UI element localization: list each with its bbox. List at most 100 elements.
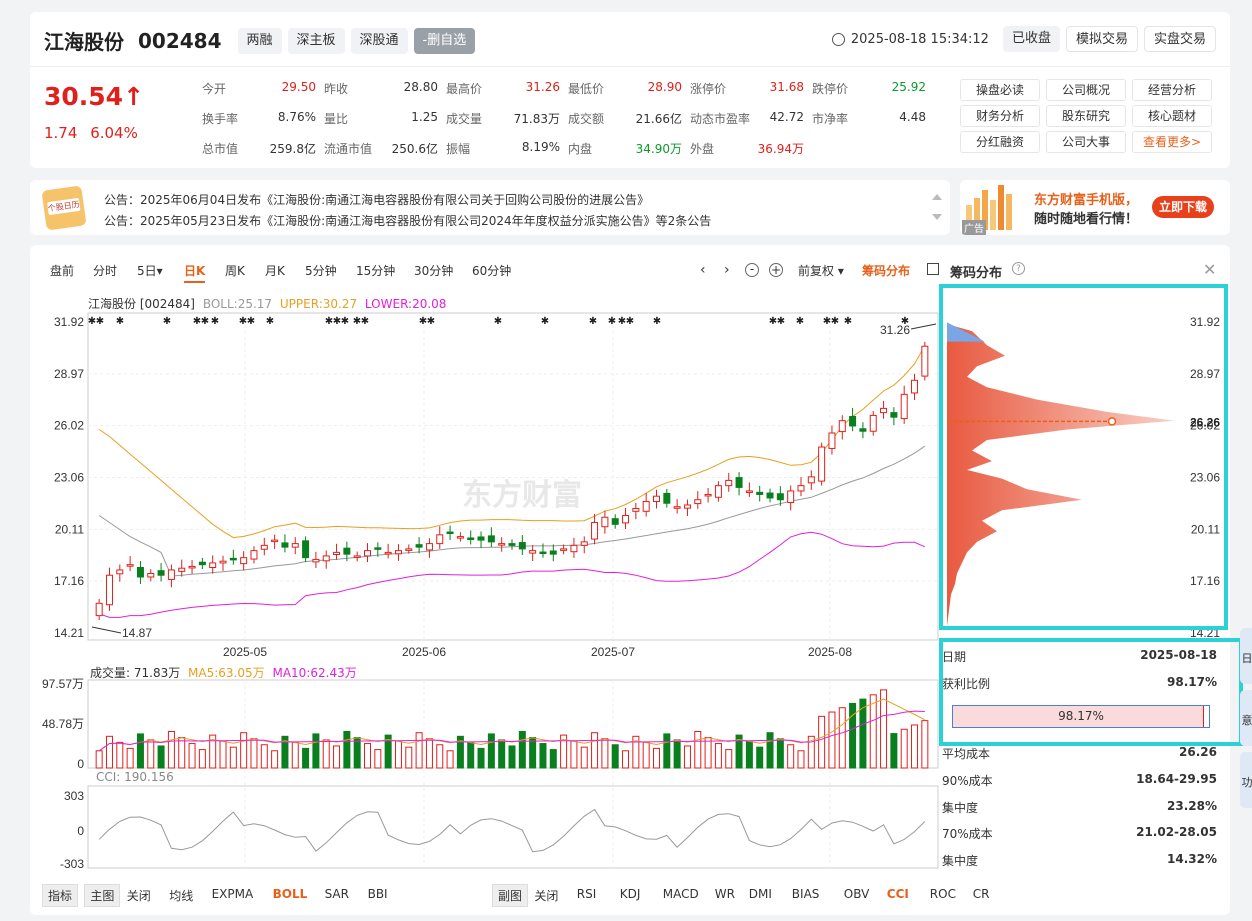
- notice-item-2[interactable]: 公告：2025年05月23日发布《江海股份:南通江海电容器股份有限公司2024年…: [104, 214, 712, 228]
- sub-ind-5[interactable]: WR: [714, 887, 735, 901]
- sub-ind-6[interactable]: DMI: [748, 887, 772, 901]
- sub-ind-7[interactable]: BIAS: [791, 887, 820, 901]
- tag-margin[interactable]: 两融: [237, 27, 282, 54]
- chip-stat-value: 18.64-29.95: [1136, 772, 1217, 786]
- notice-scroll-up-icon[interactable]: [932, 194, 942, 200]
- notice-item-1[interactable]: 公告：2025年06月04日发布《江海股份:南通江海电容器股份有限公司关于回购公…: [104, 193, 650, 207]
- main-ind-4[interactable]: EXPMA: [211, 887, 254, 901]
- ad-download-button[interactable]: 立即下载: [1152, 196, 1215, 218]
- right-edge-tab-2[interactable]: 意: [1240, 690, 1252, 746]
- quote-stat-value: 34.90万: [635, 142, 682, 156]
- sub-ind-3[interactable]: KDJ: [619, 887, 641, 901]
- last-price: 30.54↑: [44, 82, 145, 111]
- notice-scroll-down-icon[interactable]: [932, 214, 942, 220]
- func-company-events[interactable]: 公司大事: [1046, 131, 1126, 153]
- quote-stat-label: 外盘: [690, 142, 715, 156]
- chart-tab-2[interactable]: 5日▾: [137, 264, 163, 278]
- func-trade-guide[interactable]: 操盘必读: [960, 79, 1040, 101]
- quote-stat-label: 换手率: [202, 112, 239, 126]
- chart-tab-8[interactable]: 30分钟: [414, 264, 454, 278]
- right-edge-tab-3[interactable]: 功: [1240, 752, 1252, 808]
- chart-tab-1[interactable]: 分时: [93, 264, 118, 278]
- main-ind-5[interactable]: BOLL: [272, 887, 308, 901]
- func-finance-analysis[interactable]: 财务分析: [960, 105, 1040, 127]
- sub-ind-11[interactable]: CR: [972, 887, 990, 901]
- chart-tab-6[interactable]: 5分钟: [305, 264, 337, 278]
- quote-stat-value: 28.80: [403, 80, 438, 94]
- chart-tab-5[interactable]: 月K: [265, 264, 285, 278]
- func-shareholder-research[interactable]: 股东研究: [1046, 105, 1126, 127]
- func-company-profile[interactable]: 公司概况: [1046, 79, 1126, 101]
- sub-ind-8[interactable]: OBV: [843, 887, 870, 901]
- tag-connect[interactable]: 深股通: [350, 27, 408, 54]
- func-business-analysis[interactable]: 经营分析: [1132, 79, 1212, 101]
- sub-ind-0[interactable]: 副图: [492, 884, 529, 907]
- chip-stat-label: 集中度: [942, 854, 979, 868]
- zoom-in-icon[interactable]: +: [769, 263, 783, 277]
- chart-tab-4[interactable]: 周K: [225, 264, 245, 278]
- quote-datetime: 2025-08-18 15:34:12: [850, 31, 989, 47]
- func-see-more[interactable]: 查看更多>: [1132, 131, 1212, 153]
- fullscreen-icon[interactable]: [927, 263, 939, 275]
- chip-distribution-toggle[interactable]: 筹码分布: [862, 264, 911, 278]
- chip-stat-label: 获利比例: [942, 677, 991, 691]
- main-ind-0[interactable]: 指标: [42, 884, 79, 907]
- price-change-pct: 6.04%: [90, 124, 138, 142]
- help-icon[interactable]: ?: [1012, 262, 1025, 275]
- quote-stat-label: 跌停价: [812, 82, 849, 96]
- quote-stat: 动态市盈率 42.72: [690, 110, 812, 127]
- sub-ind-1[interactable]: 关闭: [534, 889, 559, 903]
- right-edge-tab-1[interactable]: 日: [1240, 628, 1252, 684]
- sub-ind-2[interactable]: RSI: [576, 887, 597, 901]
- chart-tab-9[interactable]: 60分钟: [472, 264, 512, 278]
- sub-ind-4[interactable]: MACD: [662, 887, 699, 901]
- quote-stat-label: 最低价: [568, 82, 605, 96]
- chart-tab-0[interactable]: 盘前: [50, 264, 75, 278]
- sim-trade-button[interactable]: 模拟交易: [1065, 26, 1138, 52]
- main-ind-1[interactable]: 主图: [84, 884, 121, 907]
- func-dividend-financing[interactable]: 分红融资: [960, 131, 1040, 153]
- quote-stat: 跌停价 25.92: [812, 80, 934, 97]
- volume-legend: 成交量: 71.83万 MA5:63.05万 MA10:62.43万: [90, 664, 357, 681]
- main-ind-6[interactable]: SAR: [324, 887, 349, 901]
- quote-stat: 量比 1.25: [324, 110, 446, 127]
- quote-stat-label: 昨收: [324, 82, 349, 96]
- quote-stat-value: 259.8亿: [269, 142, 316, 156]
- func-core-theme[interactable]: 核心题材: [1132, 105, 1212, 127]
- adjust-select[interactable]: 前复权 ▾: [798, 264, 844, 278]
- real-trade-button[interactable]: 实盘交易: [1143, 26, 1216, 52]
- calendar-icon-text: 个股日历: [47, 197, 81, 216]
- quote-stat-value: 1.25: [411, 110, 438, 124]
- quote-stat: 成交量 71.83万: [446, 110, 568, 127]
- legend-stock: 江海股份 [002484]: [88, 297, 195, 311]
- quote-stat-value: 31.26: [525, 80, 560, 94]
- next-arrow-icon[interactable]: ›: [724, 262, 730, 278]
- chip-panel-title: 筹码分布: [950, 266, 1003, 281]
- right-edge-label-2: 意: [1241, 714, 1252, 727]
- quote-stat-label: 成交量: [446, 112, 483, 126]
- main-ind-2[interactable]: 关闭: [126, 889, 151, 903]
- calendar-icon: 个股日历: [41, 185, 87, 231]
- quote-stat-label: 总市值: [202, 142, 239, 156]
- quote-stat-value: 21.66亿: [635, 112, 682, 126]
- chart-tab-3[interactable]: 日K: [184, 262, 206, 283]
- quote-stat-value: 250.6亿: [391, 142, 438, 156]
- quote-stat: 总市值 259.8亿: [202, 140, 324, 157]
- watermark: 东方财富: [462, 478, 582, 513]
- sub-ind-9[interactable]: CCI: [886, 887, 909, 901]
- quote-stat-label: 内盘: [568, 142, 593, 156]
- chart-tab-7[interactable]: 15分钟: [356, 264, 396, 278]
- ad-banner[interactable]: 广告 东方财富手机版， 随时随地看行情！ 立即下载: [960, 180, 1230, 235]
- tag-board[interactable]: 深主板: [287, 27, 345, 54]
- close-icon[interactable]: ✕: [1203, 260, 1217, 279]
- quote-stat-value: 36.94万: [757, 142, 804, 156]
- quote-stat-label: 量比: [324, 112, 349, 126]
- quote-stat: 最高价 31.26: [446, 80, 568, 97]
- prev-arrow-icon[interactable]: ‹: [700, 262, 706, 278]
- remove-watchlist-button[interactable]: -删自选: [413, 27, 476, 54]
- quote-stat: 今开 29.50: [202, 80, 324, 97]
- main-ind-7[interactable]: BBI: [367, 887, 388, 901]
- zoom-out-icon[interactable]: -: [745, 263, 759, 277]
- sub-ind-10[interactable]: ROC: [929, 887, 956, 901]
- main-ind-3[interactable]: 均线: [169, 889, 194, 903]
